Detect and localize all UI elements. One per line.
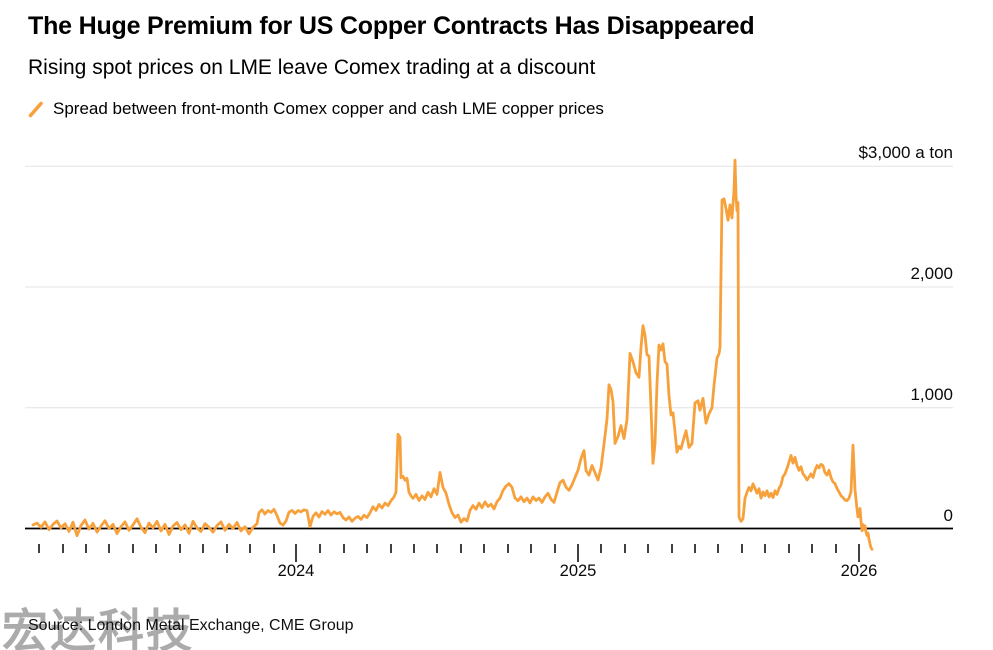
- watermark: 宏达科技: [2, 605, 194, 650]
- legend: Spread between front-month Comex copper …: [28, 99, 604, 119]
- legend-label: Spread between front-month Comex copper …: [53, 99, 604, 118]
- spread-series-polyline: [31, 158, 874, 551]
- x-axis-ticks: [38, 544, 860, 562]
- source-note: Source: London Metal Exchange, CME Group: [28, 617, 354, 634]
- series-line: [31, 158, 874, 551]
- chart-subtitle: Rising spot prices on LME leave Comex tr…: [28, 56, 596, 79]
- chart-title: The Huge Premium for US Copper Contracts…: [28, 12, 755, 40]
- series-slash-icon: [28, 101, 43, 117]
